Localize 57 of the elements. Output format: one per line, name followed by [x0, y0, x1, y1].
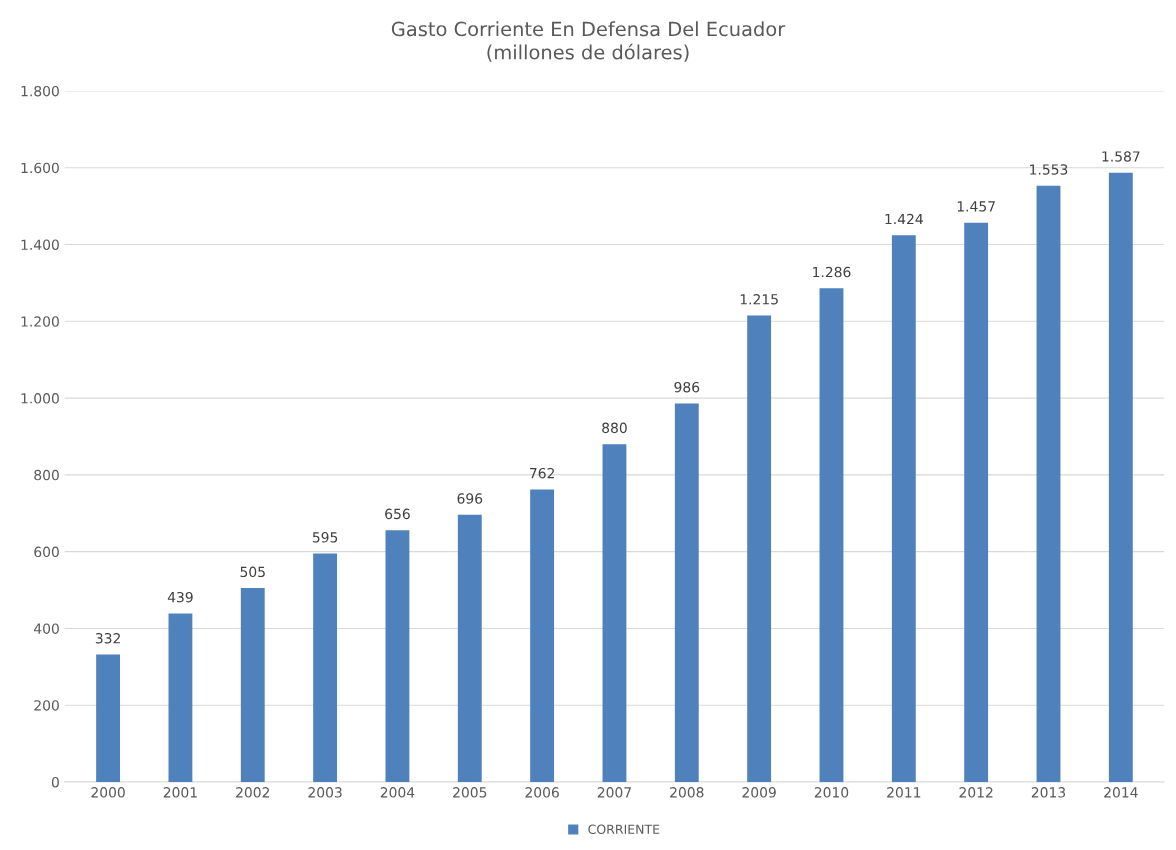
y-tick-label: 0	[51, 776, 59, 788]
x-tick-label: 2008	[670, 787, 704, 798]
bar	[891, 235, 916, 782]
data-label: 1.215	[740, 294, 778, 305]
x-tick-label: 2009	[742, 787, 776, 798]
data-label: 986	[674, 381, 700, 393]
bar	[530, 489, 555, 782]
data-label: 505	[240, 566, 265, 578]
bar	[385, 530, 410, 782]
data-label: 1.553	[1030, 164, 1068, 175]
x-tick-label: 2002	[236, 787, 270, 798]
x-tick-label: 2012	[959, 787, 993, 798]
y-tick-label: 400	[33, 623, 59, 634]
y-tick-label: 1.200	[21, 316, 59, 327]
data-label: 1.457	[957, 201, 995, 212]
y-tick-label: 1.600	[21, 162, 59, 174]
bar	[1108, 172, 1133, 782]
x-tick-label: 2004	[380, 787, 415, 798]
bar	[964, 222, 989, 782]
chart-title: Gasto Corriente En Defensa Del Ecuador (millones de dólares)	[391, 21, 786, 62]
x-tick-label: 2000	[91, 787, 125, 798]
x-tick-label: 2010	[814, 787, 849, 798]
y-tick-label: 200	[34, 700, 59, 711]
y-tick-label: 800	[34, 469, 59, 481]
bar	[457, 514, 482, 782]
bar	[313, 553, 338, 782]
bar	[96, 654, 121, 782]
x-tick-label: 2007	[597, 787, 631, 798]
data-label: 595	[312, 532, 338, 543]
data-label: 1.424	[885, 213, 923, 225]
bar	[747, 315, 772, 782]
bar	[674, 403, 699, 782]
data-label: 656	[385, 508, 410, 520]
x-tick-label: 2005	[453, 787, 487, 798]
data-label: 439	[167, 591, 193, 603]
y-tick-label: 600	[34, 546, 59, 558]
bar	[168, 613, 193, 782]
x-tick-label: 2014	[1104, 787, 1138, 798]
x-tick-label: 2006	[525, 787, 559, 798]
data-label: 696	[457, 493, 483, 504]
legend-label: CORRIENTE	[588, 824, 660, 835]
data-label: 332	[95, 633, 120, 644]
y-tick-label: 1.800	[21, 85, 59, 97]
data-label: 880	[602, 422, 627, 434]
y-tick-label: 1.000	[21, 393, 59, 404]
bar	[240, 588, 265, 782]
data-label: 1.587	[1102, 151, 1140, 162]
x-tick-label: 2013	[1031, 787, 1066, 798]
bar	[819, 288, 844, 782]
data-label: 1.286	[813, 266, 851, 278]
y-tick-label: 1.400	[21, 239, 59, 250]
bar	[602, 444, 627, 782]
x-tick-label: 2011	[887, 787, 921, 798]
data-label: 762	[530, 467, 554, 479]
bar	[1036, 185, 1061, 782]
x-tick-label: 2003	[308, 787, 342, 798]
x-tick-label: 2001	[163, 787, 197, 798]
